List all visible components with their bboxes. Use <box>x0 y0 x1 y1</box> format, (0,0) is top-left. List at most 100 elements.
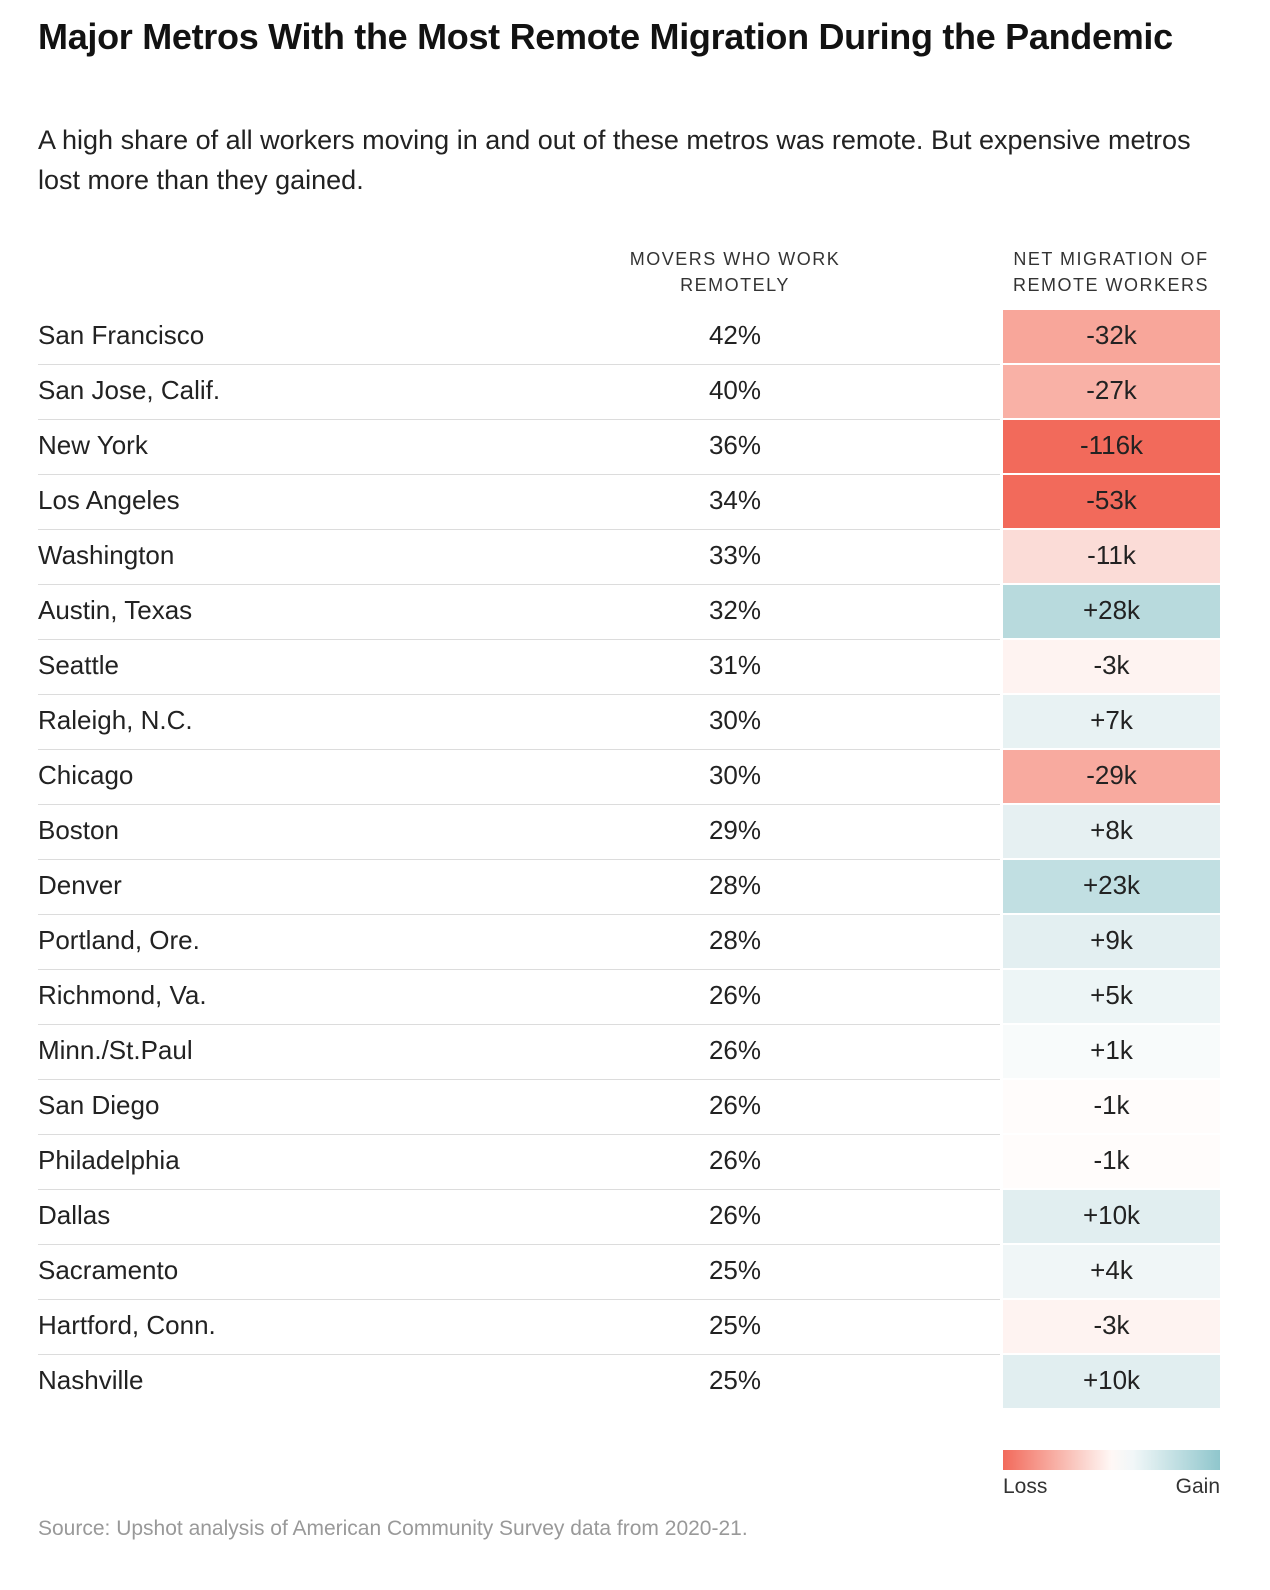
row-divider <box>38 914 1000 915</box>
metro-name: Austin, Texas <box>38 595 193 625</box>
table-row: Seattle 31% -3k <box>38 640 1220 695</box>
net-migration-cell: -27k <box>1003 365 1220 418</box>
remote-share-value: 26% <box>708 980 762 1010</box>
table-row: Boston 29% +8k <box>38 805 1220 860</box>
source-note: Source: Upshot analysis of American Comm… <box>38 1517 748 1540</box>
table-row: Denver 28% +23k <box>38 860 1220 915</box>
net-migration-cell: -116k <box>1003 420 1220 473</box>
metro-name: Portland, Ore. <box>38 925 200 955</box>
table-row: Dallas 26% +10k <box>38 1190 1220 1245</box>
remote-share-value: 36% <box>708 430 762 460</box>
net-migration-cell: -29k <box>1003 750 1220 803</box>
table-row: Washington 33% -11k <box>38 530 1220 585</box>
row-divider <box>38 804 1000 805</box>
row-divider <box>38 1024 1000 1025</box>
net-migration-cell: -53k <box>1003 475 1220 528</box>
remote-share-value: 28% <box>708 870 762 900</box>
table-row: Philadelphia 26% -1k <box>38 1135 1220 1190</box>
metro-name: Seattle <box>38 650 119 680</box>
remote-share-value: 33% <box>708 540 762 570</box>
metro-table: San Francisco 42% -32k San Jose, Calif. 40% -… <box>38 310 1220 1410</box>
row-divider <box>38 419 1000 420</box>
table-row: Minn./St.Paul 26% +1k <box>38 1025 1220 1080</box>
metro-name: Los Angeles <box>38 485 180 515</box>
remote-share-value: 42% <box>708 320 762 350</box>
legend-gain-label: Gain <box>1175 1475 1220 1498</box>
table-row: Nashville 25% +10k <box>38 1355 1220 1410</box>
net-migration-cell: +8k <box>1003 805 1220 858</box>
row-divider <box>38 694 1000 695</box>
table-row: Austin, Texas 32% +28k <box>38 585 1220 640</box>
remote-share-value: 26% <box>708 1145 762 1175</box>
net-migration-cell: -32k <box>1003 310 1220 363</box>
net-migration-cell: +28k <box>1003 585 1220 638</box>
metro-name: Minn./St.Paul <box>38 1035 193 1065</box>
row-divider <box>38 474 1000 475</box>
remote-share-value: 25% <box>708 1365 762 1395</box>
table-row: Richmond, Va. 26% +5k <box>38 970 1220 1025</box>
row-divider <box>38 749 1000 750</box>
metro-name: Washington <box>38 540 175 570</box>
remote-share-value: 25% <box>708 1255 762 1285</box>
net-migration-cell: -1k <box>1003 1135 1220 1188</box>
net-migration-cell: +4k <box>1003 1245 1220 1298</box>
net-migration-cell: +7k <box>1003 695 1220 748</box>
net-migration-cell: -1k <box>1003 1080 1220 1133</box>
remote-share-value: 32% <box>708 595 762 625</box>
remote-share-value: 26% <box>708 1035 762 1065</box>
row-divider <box>38 1189 1000 1190</box>
metro-name: Chicago <box>38 760 134 790</box>
table-row: New York 36% -116k <box>38 420 1220 475</box>
table-row: San Diego 26% -1k <box>38 1080 1220 1135</box>
row-divider <box>38 584 1000 585</box>
remote-share-value: 40% <box>708 375 762 405</box>
metro-name: Raleigh, N.C. <box>38 705 193 735</box>
row-divider <box>38 529 1000 530</box>
row-divider <box>38 1134 1000 1135</box>
row-divider <box>38 1079 1000 1080</box>
remote-share-value: 31% <box>708 650 762 680</box>
row-divider <box>38 1244 1000 1245</box>
net-migration-cell: -3k <box>1003 1300 1220 1353</box>
column-header-net-migration: NET MIGRATION OF REMOTE WORKERS <box>1012 249 1209 295</box>
table-row: Los Angeles 34% -53k <box>38 475 1220 530</box>
net-migration-cell: +23k <box>1003 860 1220 913</box>
row-divider <box>38 364 1000 365</box>
table-row: Portland, Ore. 28% +9k <box>38 915 1220 970</box>
net-migration-cell: +5k <box>1003 970 1220 1023</box>
row-divider <box>38 1354 1000 1355</box>
metro-name: San Jose, Calif. <box>38 375 221 405</box>
table-row: San Francisco 42% -32k <box>38 310 1220 365</box>
remote-share-value: 28% <box>708 925 762 955</box>
metro-name: Sacramento <box>38 1255 179 1285</box>
chart-title: Major Metros With the Most Remote Migrat… <box>38 16 1173 57</box>
legend-color-scale <box>1003 1450 1220 1470</box>
remote-share-value: 26% <box>708 1200 762 1230</box>
net-migration-cell: +10k <box>1003 1355 1220 1408</box>
row-divider <box>38 1299 1000 1300</box>
table-row: Hartford, Conn. 25% -3k <box>38 1300 1220 1355</box>
metro-name: Dallas <box>38 1200 111 1230</box>
metro-name: Denver <box>38 870 122 900</box>
table-row: San Jose, Calif. 40% -27k <box>38 365 1220 420</box>
remote-share-value: 30% <box>708 760 762 790</box>
remote-share-value: 30% <box>708 705 762 735</box>
remote-share-value: 29% <box>708 815 762 845</box>
metro-name: Philadelphia <box>38 1145 180 1175</box>
metro-name: San Diego <box>38 1090 160 1120</box>
metro-name: Richmond, Va. <box>38 980 207 1010</box>
table-row: Sacramento 25% +4k <box>38 1245 1220 1300</box>
column-header-movers: MOVERS WHO WORK REMOTELY <box>629 249 841 295</box>
net-migration-cell: +10k <box>1003 1190 1220 1243</box>
table-row: Raleigh, N.C. 30% +7k <box>38 695 1220 750</box>
table-row: Chicago 30% -29k <box>38 750 1220 805</box>
net-migration-cell: +1k <box>1003 1025 1220 1078</box>
chart-subtitle: A high share of all workers moving in an… <box>38 125 1191 195</box>
row-divider <box>38 969 1000 970</box>
row-divider <box>38 639 1000 640</box>
metro-name: San Francisco <box>38 320 205 350</box>
metro-name: Hartford, Conn. <box>38 1310 216 1340</box>
metro-name: New York <box>38 430 148 460</box>
remote-share-value: 34% <box>708 485 762 515</box>
metro-name: Nashville <box>38 1365 144 1395</box>
